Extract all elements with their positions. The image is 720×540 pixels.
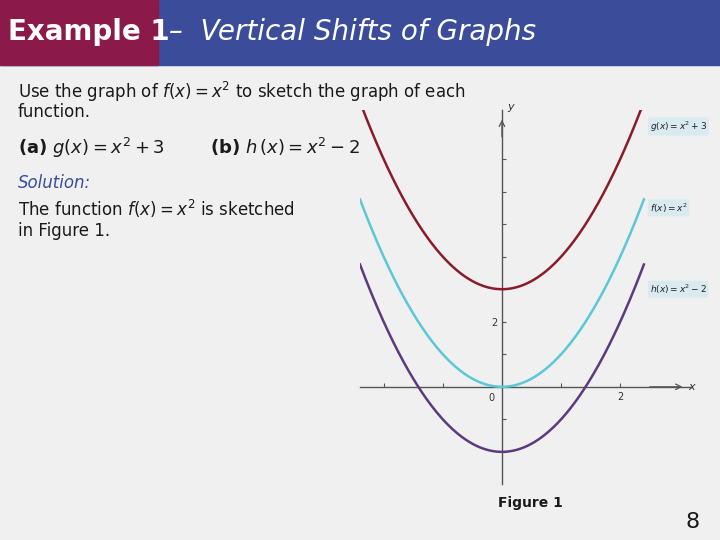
Text: 0: 0 xyxy=(489,393,495,403)
Text: in Figure 1.: in Figure 1. xyxy=(18,221,110,240)
Bar xyxy=(0,0,158,65)
Text: $y$: $y$ xyxy=(507,102,516,113)
Text: $x$: $x$ xyxy=(688,382,697,392)
Text: $h(x) = x^2 - 2$: $h(x) = x^2 - 2$ xyxy=(649,282,707,296)
Text: $g(x) = x^2 + 3$: $g(x) = x^2 + 3$ xyxy=(649,119,707,134)
Text: Solution:: Solution: xyxy=(18,174,91,192)
Text: Figure 1: Figure 1 xyxy=(498,496,562,510)
Text: Use the graph of $f(x) = x^2$ to sketch the graph of each: Use the graph of $f(x) = x^2$ to sketch … xyxy=(18,80,466,104)
Text: Example 1: Example 1 xyxy=(8,18,170,46)
Text: 8: 8 xyxy=(686,512,700,532)
Text: The function $f(x) = x^2$ is sketched: The function $f(x) = x^2$ is sketched xyxy=(18,198,294,220)
Text: $\mathbf{(a)}\ g(x) = x^2 + 3$: $\mathbf{(a)}\ g(x) = x^2 + 3$ xyxy=(18,136,165,160)
Text: $\mathbf{(b)}\ h\,(x) = x^2 - 2$: $\mathbf{(b)}\ h\,(x) = x^2 - 2$ xyxy=(210,136,360,158)
Text: $f(x) = x^2$: $f(x) = x^2$ xyxy=(649,201,688,214)
Text: –  Vertical Shifts of Graphs: – Vertical Shifts of Graphs xyxy=(160,18,536,46)
Text: function.: function. xyxy=(18,103,91,121)
